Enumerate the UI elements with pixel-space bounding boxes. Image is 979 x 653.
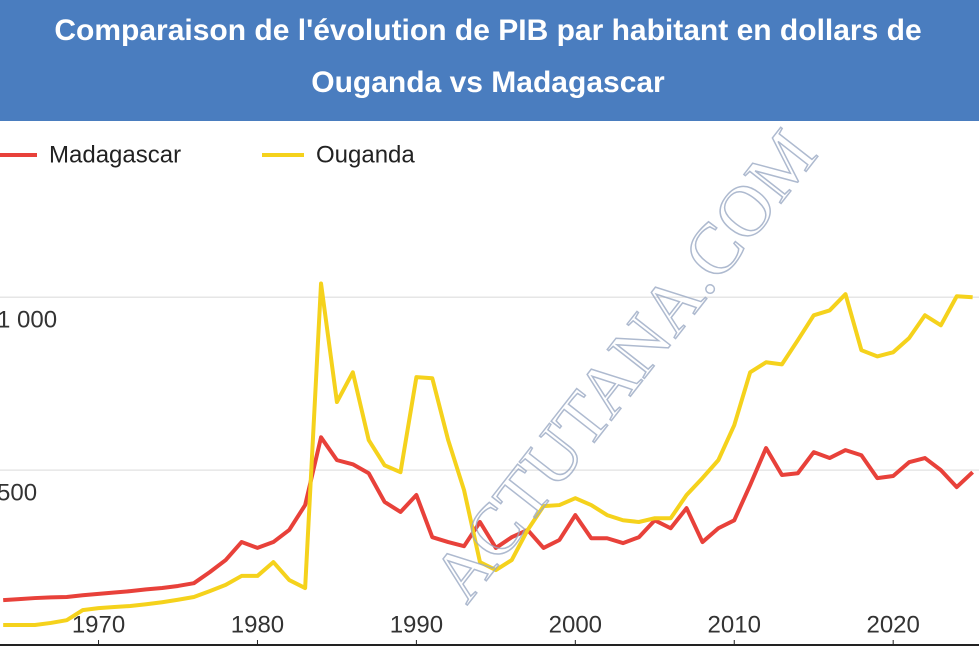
chart-title: Comparaison de l'évolution de PIB par ha… bbox=[54, 14, 921, 47]
chart-subtitle: Ouganda vs Madagascar bbox=[311, 66, 665, 99]
series-line bbox=[3, 281, 973, 628]
legend-label: Ouganda bbox=[316, 141, 415, 168]
legend-label: Madagascar bbox=[49, 141, 181, 168]
x-tick-label: 1990 bbox=[390, 611, 443, 638]
x-tick-label: 1980 bbox=[231, 611, 284, 638]
series-line bbox=[3, 435, 975, 603]
x-tick-label: 2000 bbox=[549, 611, 602, 638]
watermark: ACTUTANA.COM bbox=[416, 115, 831, 615]
grid bbox=[0, 296, 979, 471]
title-band bbox=[0, 0, 979, 121]
x-tick-label: 2010 bbox=[708, 611, 761, 638]
x-tick-label: 2020 bbox=[866, 611, 919, 638]
y-tick-label: 1 000 bbox=[0, 307, 57, 334]
x-tick-label: 1970 bbox=[72, 611, 125, 638]
lines bbox=[3, 281, 975, 628]
y-tick-label: 500 bbox=[0, 479, 37, 506]
